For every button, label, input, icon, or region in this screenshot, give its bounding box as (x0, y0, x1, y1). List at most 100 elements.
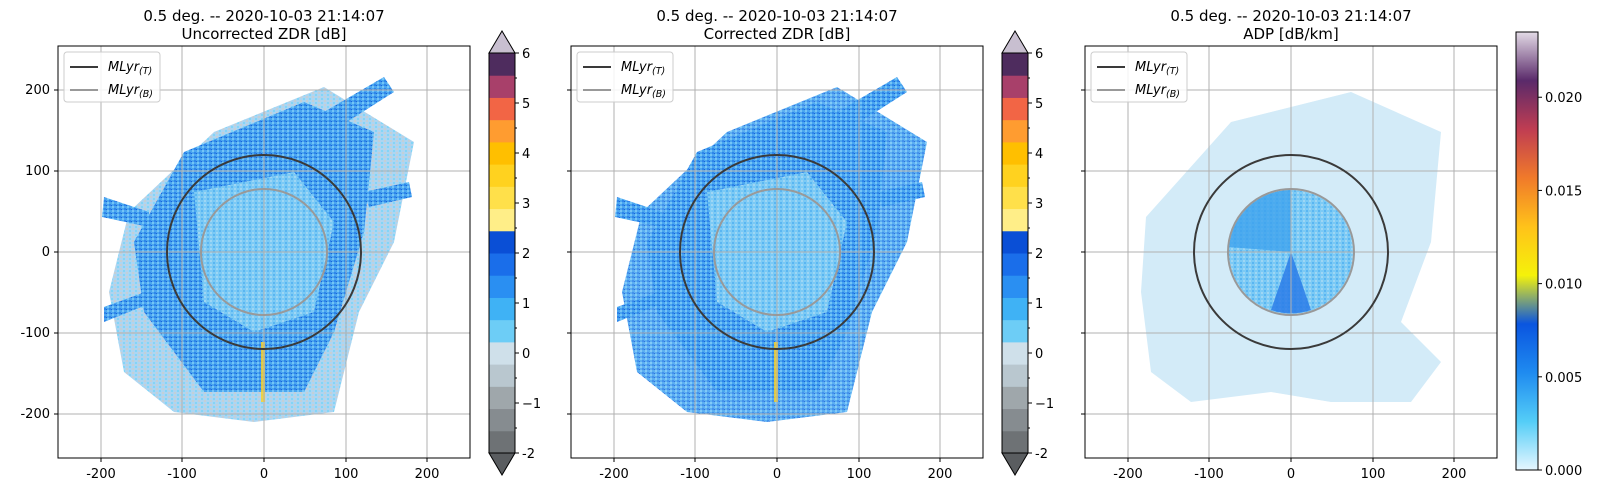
x-tick-label: 0 (1287, 467, 1295, 482)
colorbar-bin (489, 386, 515, 410)
colorbar-extend-min (488, 452, 516, 476)
colorbar-bin (1002, 319, 1028, 343)
x-tick-label: 200 (928, 467, 953, 482)
colorbar-bin (489, 53, 515, 76)
colorbar-bin (1002, 253, 1028, 276)
colorbar-tick-label: −1 (522, 397, 541, 412)
mlyr-bottom-ring (713, 188, 841, 316)
colorbar-tick-label: 0 (522, 347, 530, 362)
colorbar-tick-label: 2 (522, 247, 530, 262)
panel-title: 0.5 deg. -- 2020-10-03 21:14:07 (143, 7, 384, 25)
colorbar-bin (1002, 230, 1028, 254)
colorbar-extend-max (488, 30, 516, 54)
x-tick-label: -200 (86, 467, 116, 482)
colorbar-bin (1002, 119, 1028, 143)
y-tick-label: 200 (25, 83, 50, 98)
radar-field (102, 77, 414, 422)
legend-label-top: MLyr(T) (621, 60, 665, 77)
colorbar-bin (489, 253, 515, 276)
colorbar-bin (489, 97, 515, 121)
colorbar-tick-label: 1 (1035, 297, 1043, 312)
colorbar-tick-label: 3 (522, 197, 530, 212)
colorbar-bin (489, 297, 515, 321)
colorbar-bin (489, 319, 515, 343)
colorbar-gradient (1515, 31, 1539, 471)
colorbar-tick-label: -2 (1035, 447, 1048, 462)
panel-title: 0.5 deg. -- 2020-10-03 21:14:07 (1170, 7, 1411, 25)
colorbar-tick-label: 0.010 (1545, 278, 1582, 293)
x-tick-label: 100 (1361, 467, 1386, 482)
y-tick-label: 0 (42, 245, 50, 260)
x-tick-label: 100 (334, 467, 359, 482)
colorbar-bin (1002, 53, 1028, 76)
legend-label-top: MLyr(T) (1135, 60, 1179, 77)
colorbar-tick-label: 0.020 (1545, 91, 1582, 106)
colorbar-extend-min (1001, 452, 1029, 476)
y-tick-label: 100 (25, 164, 50, 179)
legend: MLyr(T) MLyr(B) (63, 51, 161, 103)
mlyr-top-ring (166, 154, 362, 350)
colorbar-bin (1002, 297, 1028, 321)
mlyr-top-ring (1193, 154, 1389, 350)
colorbar-bin (489, 119, 515, 143)
panel-subtitle: Corrected ZDR [dB] (704, 25, 851, 43)
colorbar-bin (489, 186, 515, 210)
colorbar-bin (1002, 364, 1028, 387)
colorbar-tick-label: 4 (1035, 147, 1043, 162)
colorbar-bin (1002, 75, 1028, 98)
colorbar-bin (489, 275, 515, 298)
x-tick-label: -200 (599, 467, 629, 482)
colorbar-tick-label: 0.005 (1545, 371, 1582, 386)
x-tick-label: 200 (415, 467, 440, 482)
colorbar-bin (489, 230, 515, 254)
colorbar-tick-label: 5 (1035, 97, 1043, 112)
radar-field (615, 77, 927, 422)
colorbar-bin (489, 430, 515, 454)
colorbar-tick-label: 3 (1035, 197, 1043, 212)
x-tick-label: 0 (773, 467, 781, 482)
mlyr-bottom-ring (1227, 188, 1355, 316)
colorbar-bin (489, 364, 515, 387)
colorbar-bin (489, 164, 515, 187)
grid (1085, 46, 1497, 458)
colorbar-bin (489, 341, 515, 365)
y-axis (54, 89, 58, 415)
legend: MLyr(T) MLyr(B) (576, 51, 674, 103)
legend-label-bottom: MLyr(B) (1135, 83, 1180, 100)
panel-title: 0.5 deg. -- 2020-10-03 21:14:07 (656, 7, 897, 25)
colorbar: -2 −1 0 1 2 3 4 5 6 (488, 30, 541, 476)
legend-label-bottom: MLyr(B) (108, 83, 153, 100)
colorbar-bin (1002, 275, 1028, 298)
x-tick-label: 200 (1442, 467, 1467, 482)
colorbar-bin (1002, 141, 1028, 165)
panel-adp: 0.5 deg. -- 2020-10-03 21:14:07 ADP [dB/… (1081, 7, 1582, 482)
y-tick-label: -200 (20, 407, 50, 422)
colorbar-bin (1002, 164, 1028, 187)
colorbar-tick-label: 0.000 (1545, 464, 1582, 479)
x-tick-label: 0 (260, 467, 268, 482)
colorbar-tick-label: −1 (1035, 397, 1054, 412)
x-tick-label: -100 (680, 467, 710, 482)
legend: MLyr(T) MLyr(B) (1090, 51, 1188, 103)
colorbar-tick-label: 4 (522, 147, 530, 162)
colorbar: 0.000 0.005 0.010 0.015 0.020 (1515, 31, 1582, 479)
colorbar-bin (1002, 386, 1028, 410)
legend-label-top: MLyr(T) (108, 60, 152, 77)
colorbar-tick-label: 6 (1035, 47, 1043, 62)
colorbar-tick-label: 1 (522, 297, 530, 312)
grid (58, 46, 470, 458)
y-axis-ticks (1081, 89, 1085, 415)
colorbar-extend-max (1001, 30, 1029, 54)
colorbar-bin (489, 408, 515, 432)
x-tick-label: -200 (1113, 467, 1143, 482)
x-tick-label: -100 (167, 467, 197, 482)
legend-label-bottom: MLyr(B) (621, 83, 666, 100)
colorbar-bin (1002, 430, 1028, 454)
mlyr-top-ring (679, 154, 875, 350)
colorbar-tick-label: 0.015 (1545, 184, 1582, 199)
colorbar-bin (1002, 186, 1028, 210)
mlyr-bottom-ring (200, 188, 328, 316)
x-tick-label: 100 (847, 467, 872, 482)
colorbar-tick-label: -2 (522, 447, 535, 462)
x-tick-label: -100 (1194, 467, 1224, 482)
